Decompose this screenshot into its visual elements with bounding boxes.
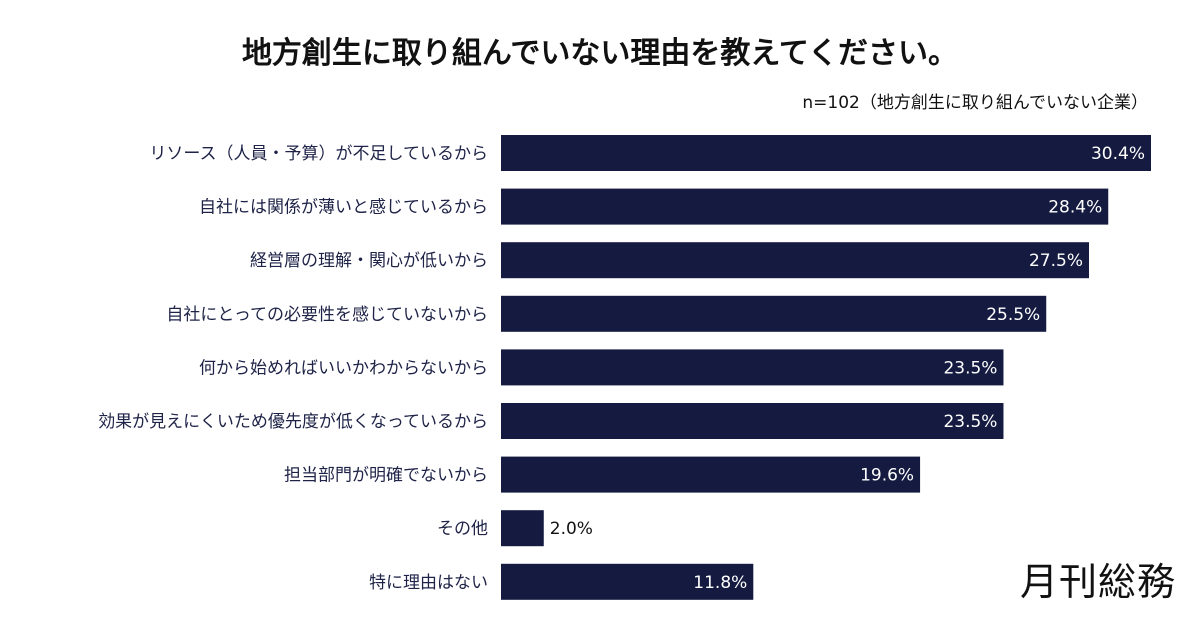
- bar: [501, 563, 754, 600]
- bar: [501, 403, 1004, 439]
- bar: [501, 456, 921, 493]
- data-label: 23.5%: [943, 358, 997, 378]
- data-label: 2.0%: [550, 519, 593, 539]
- bar: [501, 510, 544, 547]
- bar: [501, 188, 1109, 225]
- category-label: 効果が見えにくいため優先度が低くなっているから: [98, 412, 488, 432]
- data-label: 25.5%: [986, 305, 1040, 325]
- bar: [501, 295, 1047, 332]
- data-label: 30.4%: [1091, 144, 1145, 164]
- category-label: 担当部門が明確でないから: [284, 466, 488, 486]
- bar: [501, 135, 1151, 171]
- category-label: 自社にとっての必要性を感じていないから: [166, 305, 488, 325]
- category-label: 特に理由はない: [369, 573, 488, 593]
- category-label: その他: [437, 519, 488, 539]
- category-label: 自社には関係が薄いと感じているから: [199, 198, 488, 218]
- data-label: 27.5%: [1029, 251, 1083, 271]
- data-label: 11.8%: [693, 573, 747, 593]
- category-label: リソース（人員・予算）が不足しているから: [149, 144, 488, 164]
- category-label: 経営層の理解・関心が低いから: [250, 251, 488, 271]
- chart-title: 地方創生に取り組んでいない理由を教えてください。: [241, 36, 959, 71]
- data-label: 28.4%: [1048, 198, 1102, 218]
- bar: [501, 349, 1004, 386]
- bar: [501, 242, 1089, 279]
- data-label: 19.6%: [860, 466, 914, 486]
- category-label: 何から始めればいいかわからないから: [199, 358, 488, 378]
- sample-note: n=102（地方創生に取り組んでいない企業）: [802, 93, 1148, 113]
- data-label: 23.5%: [943, 412, 997, 432]
- logo: 月刊総務: [1019, 560, 1176, 604]
